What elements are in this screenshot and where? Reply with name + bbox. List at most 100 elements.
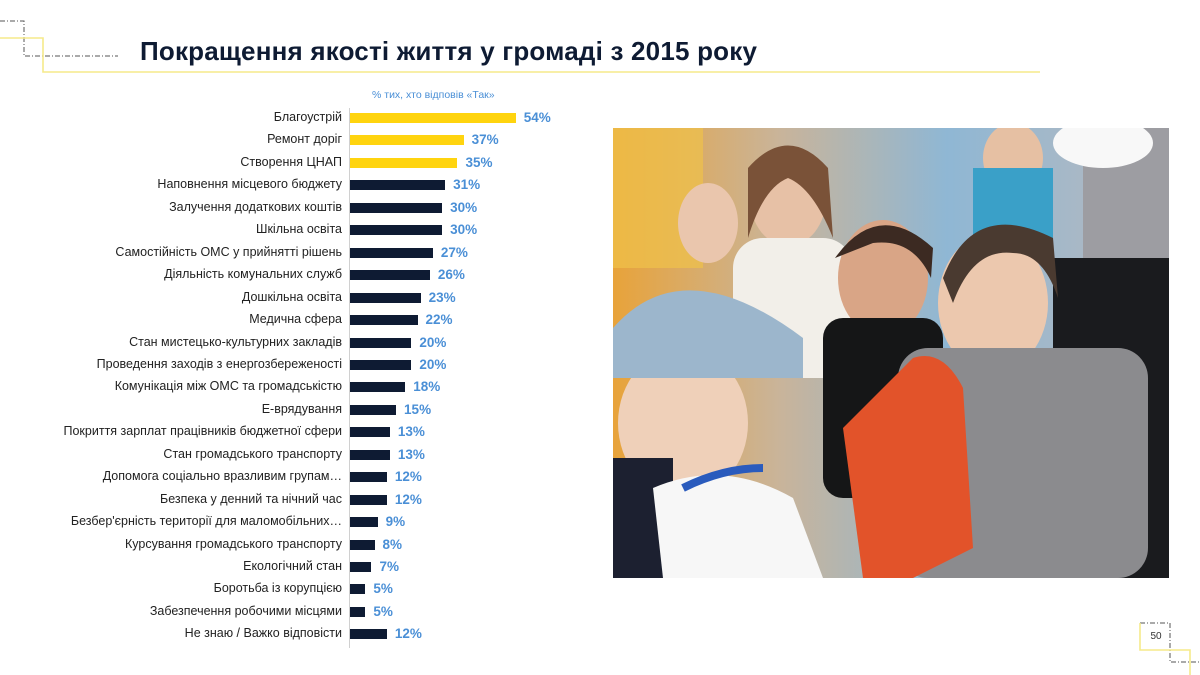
bar	[350, 539, 375, 550]
chart-row: Дошкільна освіта 23%	[0, 288, 600, 308]
value-label: 26%	[437, 267, 465, 283]
value-label: 31%	[453, 177, 481, 193]
chart-axis	[349, 108, 350, 648]
chart-row: Проведення заходів з енергозбереженості 2…	[0, 355, 600, 375]
bar	[350, 382, 406, 393]
bar	[350, 494, 387, 505]
chart-row: Ремонт доріг 37%	[0, 130, 600, 150]
value-label: 35%	[465, 154, 493, 170]
bar	[350, 270, 430, 281]
category-label: Дошкільна освіта	[241, 289, 342, 304]
value-label: 5%	[373, 581, 393, 597]
chart-row: Забезпечення робочими місцями 5%	[0, 602, 600, 622]
bar	[350, 404, 397, 415]
chart-row: Боротьба із корупцією 5%	[0, 579, 600, 599]
category-label: Е-врядування	[261, 401, 342, 416]
chart-row: Комунікація між ОМС та громадськістю 18%	[0, 377, 600, 397]
chart-row: Не знаю / Важко відповісти 12%	[0, 624, 600, 644]
category-label: Наповнення місцевого бюджету	[157, 177, 342, 192]
bar	[350, 247, 433, 258]
chart-row: Наповнення місцевого бюджету 31%	[0, 175, 600, 195]
chart-row: Е-врядування 15%	[0, 400, 600, 420]
value-label: 15%	[404, 401, 432, 417]
value-label: 12%	[394, 626, 422, 642]
chart-row: Медична сфера 22%	[0, 310, 600, 330]
category-label: Забезпечення робочими місцями	[149, 603, 342, 618]
value-label: 12%	[394, 469, 422, 485]
bar	[350, 562, 372, 572]
chart-row: Курсування громадського транспорту 8%	[0, 535, 600, 555]
category-label: Медична сфера	[249, 312, 342, 327]
chart-row: Безбер'єрність території для маломобільн…	[0, 512, 600, 532]
value-label: 12%	[394, 491, 422, 507]
chart-row: Самостійність ОМС у прийнятті рішень 27%	[0, 243, 600, 263]
bar	[350, 427, 390, 438]
bar	[350, 202, 443, 213]
bar	[350, 629, 387, 640]
value-label: 30%	[450, 222, 478, 238]
category-label: Боротьба із корупцією	[213, 581, 342, 596]
value-label: 13%	[397, 424, 425, 440]
category-label: Безпека у денний та нічний час	[160, 491, 342, 506]
bar	[350, 584, 366, 595]
chart-row: Стан громадського транспорту 13%	[0, 445, 600, 465]
value-label: 54%	[523, 110, 551, 125]
bar	[350, 606, 366, 617]
chart-row: Створення ЦНАП 35%	[0, 153, 600, 173]
category-label: Проведення заходів з енергозбереженості	[96, 356, 342, 371]
value-label: 37%	[471, 132, 499, 148]
category-label: Комунікація між ОМС та громадськістю	[114, 379, 342, 394]
category-label: Покриття зарплат працівників бюджетної с…	[63, 424, 343, 439]
chart-row: Благоустрій 54%	[0, 108, 600, 128]
chart-row: Допомога соціально вразливим групам… 12%	[0, 467, 600, 487]
category-label: Стан мистецько-культурних закладів	[129, 334, 342, 349]
category-label: Шкільна освіта	[256, 222, 342, 237]
bar	[350, 315, 418, 326]
corner-decoration-top-left	[0, 20, 1040, 73]
category-label: Залучення додаткових коштів	[169, 199, 342, 214]
category-label: Не знаю / Важко відповісти	[184, 626, 342, 641]
chart-row: Залучення додаткових коштів 30%	[0, 198, 600, 218]
value-label: 9%	[385, 514, 406, 530]
value-label: 7%	[379, 559, 399, 574]
bar	[350, 337, 412, 348]
slide-title: Покращення якості життя у громаді з 2015…	[140, 36, 758, 66]
category-label: Курсування громадського транспорту	[125, 536, 342, 551]
value-label: 18%	[413, 379, 441, 395]
bar	[350, 472, 387, 483]
bar	[350, 292, 421, 303]
value-label: 30%	[450, 199, 478, 215]
category-label: Благоустрій	[273, 110, 342, 124]
bar	[350, 180, 446, 191]
corner-decoration-bottom-right	[1139, 622, 1200, 675]
children-photo	[613, 128, 1169, 578]
category-label: Екологічний стан	[243, 559, 342, 573]
bar	[350, 359, 412, 370]
chart-row: Шкільна освіта 30%	[0, 220, 600, 240]
chart-row: Діяльність комунальних служб 26%	[0, 265, 600, 285]
chart-row: Безпека у денний та нічний час 12%	[0, 490, 600, 510]
bar	[350, 449, 390, 460]
chart-row: Стан мистецько-культурних закладів 20%	[0, 333, 600, 353]
category-label: Діяльність комунальних служб	[164, 267, 342, 282]
bar	[350, 113, 516, 123]
value-label: 27%	[440, 244, 468, 260]
category-label: Самостійність ОМС у прийнятті рішень	[115, 244, 342, 259]
chart-subtitle: % тих, хто відповів «Так»	[372, 89, 495, 101]
bar	[350, 225, 443, 236]
page-number: 50	[1150, 631, 1162, 642]
photo-illustration	[613, 128, 1169, 578]
category-label: Допомога соціально вразливим групам…	[102, 469, 342, 484]
value-label: 23%	[428, 289, 456, 305]
bar	[350, 157, 458, 168]
chart-row: Екологічний стан 7%	[0, 557, 600, 577]
category-label: Стан громадського транспорту	[163, 446, 342, 461]
category-label: Створення ЦНАП	[240, 154, 342, 169]
bar	[350, 517, 378, 528]
value-label: 22%	[425, 312, 453, 328]
value-label: 13%	[397, 446, 425, 462]
value-label: 20%	[419, 356, 447, 372]
value-label: 8%	[382, 536, 403, 552]
chart-row: Покриття зарплат працівників бюджетної с…	[0, 422, 600, 442]
value-label: 5%	[373, 603, 393, 619]
